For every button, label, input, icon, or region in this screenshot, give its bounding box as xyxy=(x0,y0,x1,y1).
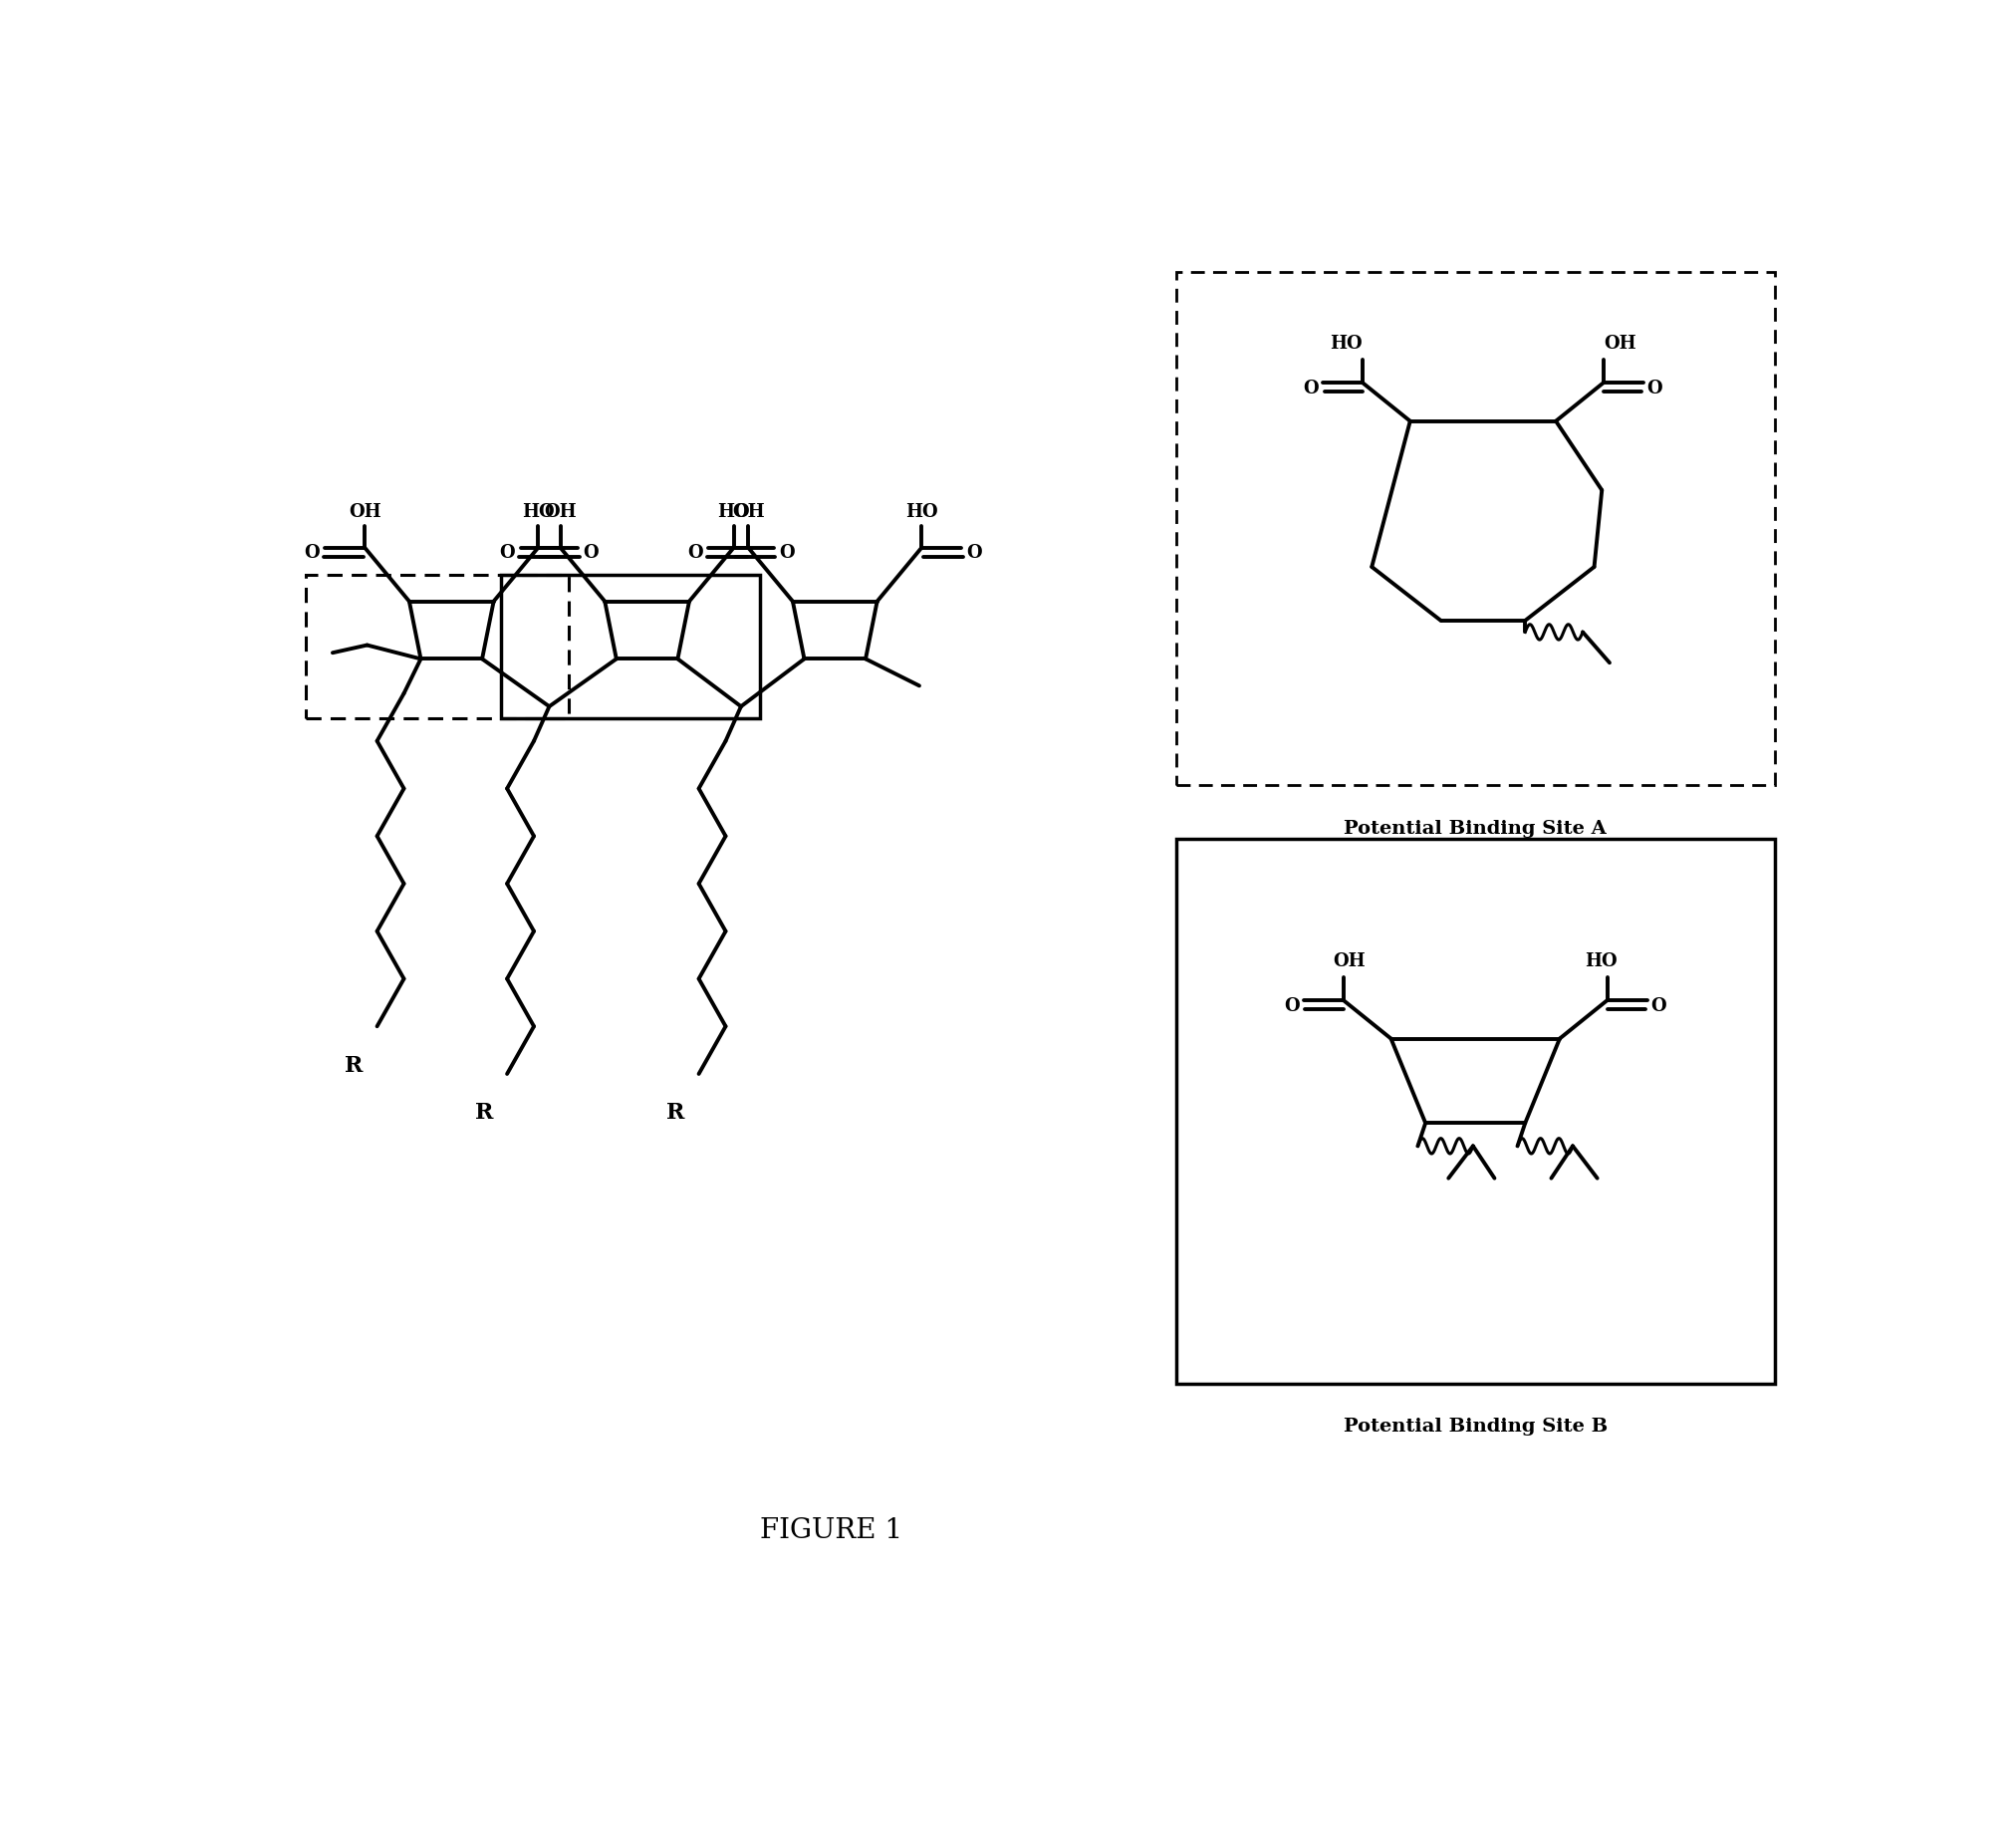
Text: HO: HO xyxy=(1328,334,1362,353)
Text: O: O xyxy=(778,543,794,562)
Bar xyxy=(305,575,568,719)
Text: OH: OH xyxy=(732,503,764,521)
Text: Potential Binding Site B: Potential Binding Site B xyxy=(1342,1417,1607,1436)
Text: OH: OH xyxy=(544,503,576,521)
Text: R: R xyxy=(345,1053,363,1076)
Text: O: O xyxy=(305,543,319,562)
Text: HO: HO xyxy=(1585,952,1617,970)
Text: Potential Binding Site A: Potential Binding Site A xyxy=(1344,819,1607,837)
Bar xyxy=(1176,839,1773,1384)
Text: O: O xyxy=(967,543,981,562)
Text: O: O xyxy=(1284,996,1300,1015)
Text: OH: OH xyxy=(349,503,381,521)
Text: OH: OH xyxy=(1332,952,1366,970)
Bar xyxy=(502,575,760,719)
Text: O: O xyxy=(584,543,598,562)
Text: HO: HO xyxy=(522,503,554,521)
Text: HO: HO xyxy=(905,503,937,521)
Text: O: O xyxy=(1647,379,1661,397)
Text: O: O xyxy=(1651,996,1665,1015)
Text: O: O xyxy=(688,543,702,562)
Text: O: O xyxy=(1302,379,1318,397)
Bar xyxy=(1176,272,1773,785)
Text: R: R xyxy=(666,1101,684,1124)
Text: R: R xyxy=(475,1101,493,1124)
Text: OH: OH xyxy=(1603,334,1635,353)
Text: FIGURE 1: FIGURE 1 xyxy=(760,1515,903,1543)
Text: O: O xyxy=(499,543,516,562)
Text: HO: HO xyxy=(716,503,750,521)
